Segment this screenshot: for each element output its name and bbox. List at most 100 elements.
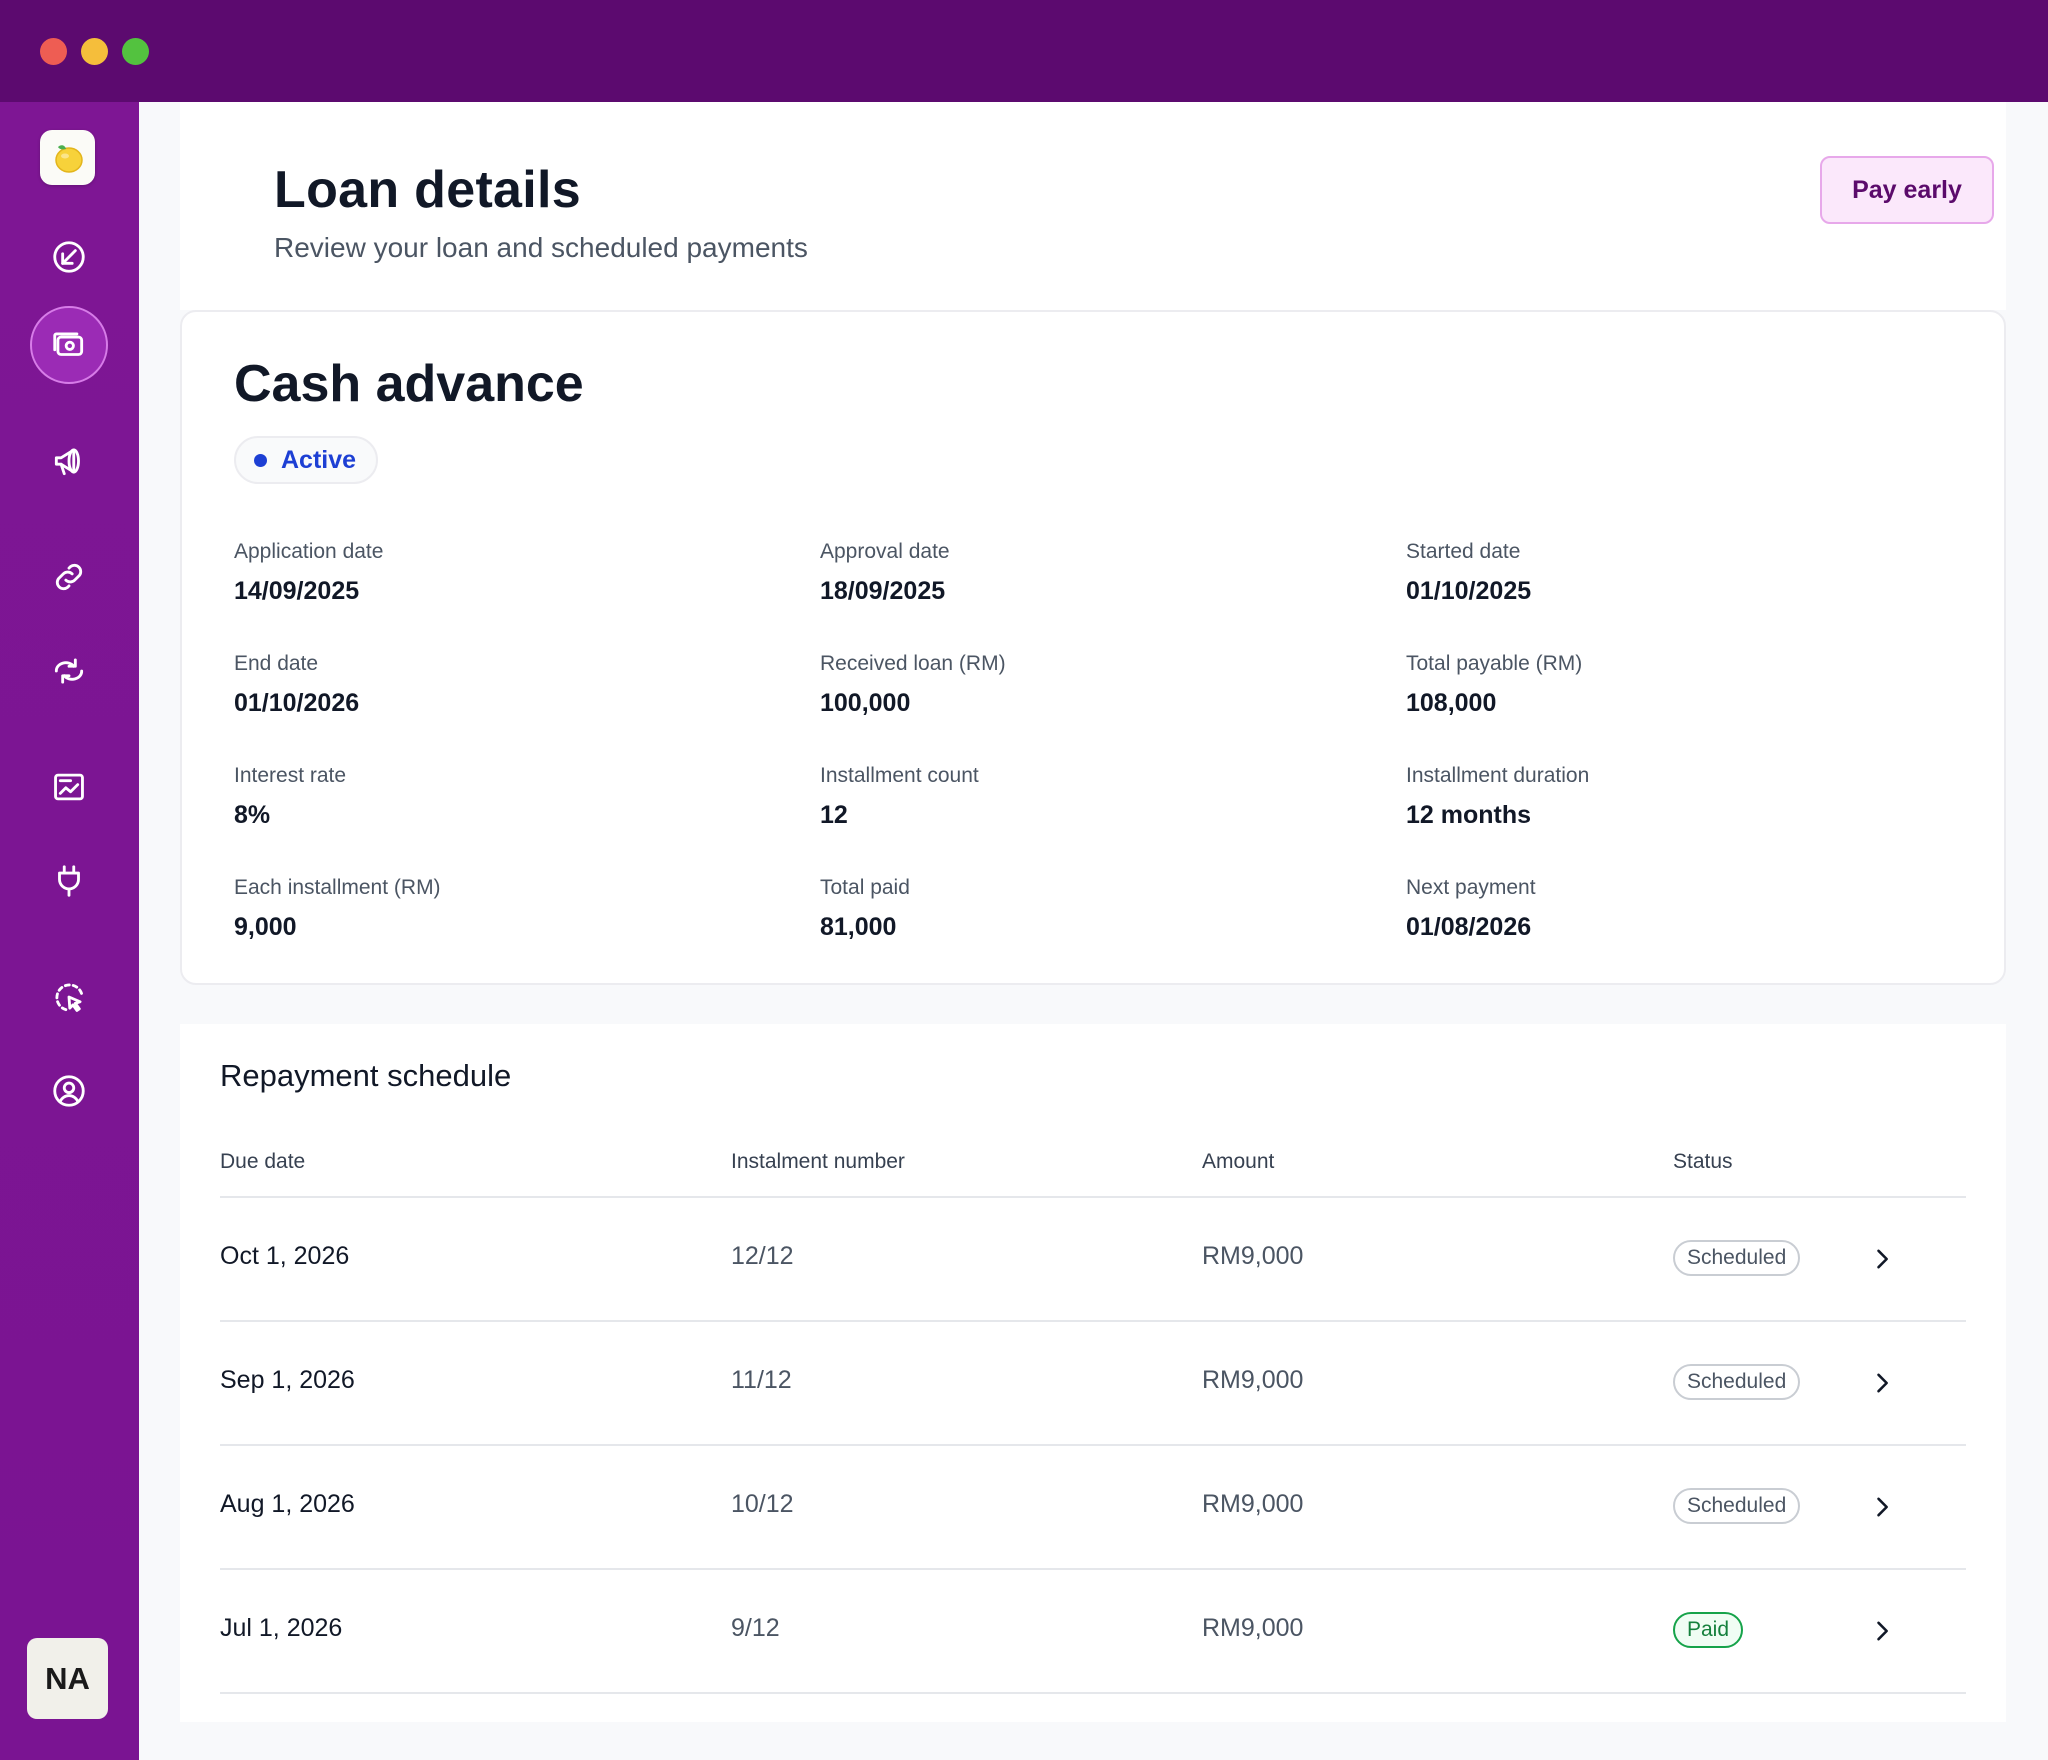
- table-divider: [220, 1196, 1966, 1198]
- field-value: 01/08/2026: [1406, 913, 1532, 941]
- field-each-installment: Each installment (RM) 9,000: [234, 876, 441, 942]
- field-value: 108,000: [1406, 689, 1497, 717]
- field-value: 18/09/2025: [820, 577, 946, 605]
- instalment-number-cell: 10/12: [731, 1490, 794, 1518]
- instalment-number-cell: 12/12: [731, 1242, 794, 1270]
- field-total-paid: Total paid 81,000: [820, 876, 910, 942]
- column-header-amount: Amount: [1202, 1150, 1275, 1173]
- main-content: Loan details Review your loan and schedu…: [139, 102, 2048, 1760]
- status-badge: Paid: [1673, 1612, 1744, 1648]
- table-divider: [220, 1692, 1966, 1694]
- due-date-cell: Sep 1, 2026: [220, 1366, 355, 1394]
- field-label: Approval date: [820, 540, 950, 563]
- loan-status-label: Active: [281, 445, 357, 474]
- field-label: Installment duration: [1406, 764, 1590, 787]
- table-row[interactable]: Oct 1, 2026 12/12 RM9,000 Scheduled: [220, 1198, 1966, 1320]
- column-header-due-date: Due date: [220, 1150, 306, 1173]
- field-label: Next payment: [1406, 876, 1536, 899]
- page-subtitle: Review your loan and scheduled payments: [274, 232, 808, 263]
- loan-title: Cash advance: [234, 355, 584, 413]
- sidebar-item-campaigns[interactable]: [30, 422, 108, 500]
- field-label: Interest rate: [234, 764, 347, 787]
- loans-icon: [53, 332, 84, 356]
- schedule-title: Repayment schedule: [220, 1058, 512, 1093]
- status-badge: Scheduled: [1673, 1240, 1801, 1276]
- lemon-icon: [54, 144, 83, 173]
- field-installment-count: Installment count 12: [820, 764, 979, 830]
- field-started-date: Started date 01/10/2025: [1406, 540, 1531, 606]
- amount-cell: RM9,000: [1202, 1366, 1304, 1394]
- sidebar-item-recurring[interactable]: [30, 632, 108, 710]
- chevron-right-icon[interactable]: [1868, 1617, 1896, 1645]
- send-arrow-icon: [53, 241, 85, 273]
- minimize-window-button[interactable]: [81, 38, 108, 65]
- sidebar-item-integrations[interactable]: [30, 842, 108, 920]
- table-row[interactable]: Aug 1, 2026 10/12 RM9,000 Scheduled: [220, 1446, 1966, 1568]
- column-header-instalment-number: Instalment number: [731, 1150, 905, 1173]
- table-divider: [220, 1320, 1966, 1322]
- sidebar-item-reports[interactable]: [30, 748, 108, 826]
- table-row[interactable]: Jul 1, 2026 9/12 RM9,000 Paid: [220, 1570, 1966, 1692]
- reports-icon: [54, 773, 84, 801]
- due-date-cell: Jul 1, 2026: [220, 1614, 343, 1642]
- sidebar-item-account[interactable]: [30, 1052, 108, 1130]
- field-value: 81,000: [820, 913, 897, 941]
- field-value: 12: [820, 801, 848, 829]
- due-date-cell: Oct 1, 2026: [220, 1242, 350, 1270]
- app-logo[interactable]: [40, 130, 95, 185]
- amount-cell: RM9,000: [1202, 1242, 1304, 1270]
- megaphone-icon: [54, 448, 80, 476]
- chevron-right-icon[interactable]: [1868, 1245, 1896, 1273]
- chevron-right-icon[interactable]: [1868, 1493, 1896, 1521]
- field-next-payment: Next payment 01/08/2026: [1406, 876, 1536, 942]
- sidebar-item-loans[interactable]: [30, 306, 108, 384]
- field-value: 8%: [234, 801, 271, 829]
- amount-cell: RM9,000: [1202, 1614, 1304, 1642]
- field-application-date: Application date 14/09/2025: [234, 540, 383, 606]
- maximize-window-button[interactable]: [122, 38, 149, 65]
- field-total-payable: Total payable (RM) 108,000: [1406, 652, 1582, 718]
- amount-cell: RM9,000: [1202, 1490, 1304, 1518]
- user-circle-icon: [53, 1075, 85, 1107]
- field-value: 01/10/2025: [1406, 577, 1532, 605]
- page-header: Loan details Review your loan and schedu…: [180, 102, 2006, 310]
- field-label: Received loan (RM): [820, 652, 1006, 675]
- cursor-select-icon: [55, 983, 84, 1012]
- field-interest-rate: Interest rate 8%: [234, 764, 346, 830]
- user-avatar[interactable]: NA: [27, 1638, 108, 1719]
- field-value: 100,000: [820, 689, 911, 717]
- sidebar-item-select[interactable]: [30, 958, 108, 1036]
- field-label: Application date: [234, 540, 384, 563]
- field-end-date: End date 01/10/2026: [234, 652, 359, 718]
- field-label: Total payable (RM): [1406, 652, 1583, 675]
- field-label: Total paid: [820, 876, 910, 899]
- sidebar: NA: [0, 102, 139, 1760]
- window-titlebar: [0, 0, 2048, 102]
- field-label: Each installment (RM): [234, 876, 441, 899]
- close-window-button[interactable]: [40, 38, 67, 65]
- field-label: Installment count: [820, 764, 979, 787]
- field-installment-duration: Installment duration 12 months: [1406, 764, 1589, 830]
- repayment-schedule: Repayment schedule Due date Instalment n…: [180, 1024, 2006, 1722]
- field-value: 12 months: [1406, 801, 1532, 829]
- instalment-number-cell: 11/12: [731, 1366, 792, 1394]
- table-divider: [220, 1568, 1966, 1570]
- field-received-loan: Received loan (RM) 100,000: [820, 652, 1006, 718]
- column-header-status: Status: [1673, 1150, 1733, 1173]
- link-icon: [55, 563, 83, 591]
- loan-status-badge: Active: [234, 436, 379, 484]
- instalment-number-cell: 9/12: [731, 1614, 780, 1642]
- loan-summary-card: Cash advance Active Application date 14/…: [180, 310, 2006, 985]
- field-value: 9,000: [234, 913, 297, 941]
- sidebar-item-send[interactable]: [30, 218, 108, 296]
- status-badge: Scheduled: [1673, 1364, 1801, 1400]
- pay-early-button[interactable]: Pay early: [1820, 156, 1994, 224]
- page-title: Loan details: [274, 161, 581, 219]
- chevron-right-icon[interactable]: [1868, 1369, 1896, 1397]
- field-approval-date: Approval date 18/09/2025: [820, 540, 950, 606]
- status-dot: [254, 453, 267, 467]
- table-row[interactable]: Sep 1, 2026 11/12 RM9,000 Scheduled: [220, 1322, 1966, 1444]
- due-date-cell: Aug 1, 2026: [220, 1490, 355, 1518]
- sidebar-item-links[interactable]: [30, 538, 108, 616]
- plug-icon: [58, 865, 80, 897]
